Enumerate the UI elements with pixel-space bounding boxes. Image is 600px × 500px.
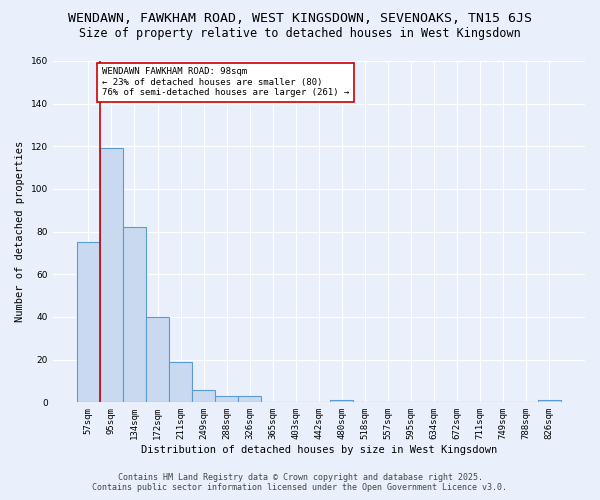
Text: WENDAWN FAWKHAM ROAD: 98sqm
← 23% of detached houses are smaller (80)
76% of sem: WENDAWN FAWKHAM ROAD: 98sqm ← 23% of det… [102, 68, 349, 97]
Bar [100, 148, 123, 402]
Bar [215, 396, 238, 402]
Text: WENDAWN, FAWKHAM ROAD, WEST KINGSDOWN, SEVENOAKS, TN15 6JS: WENDAWN, FAWKHAM ROAD, WEST KINGSDOWN, S… [68, 12, 532, 26]
X-axis label: Distribution of detached houses by size in West Kingsdown: Distribution of detached houses by size … [141, 445, 497, 455]
Bar [146, 317, 169, 402]
Bar [169, 362, 192, 403]
Bar [123, 228, 146, 402]
Text: Contains HM Land Registry data © Crown copyright and database right 2025.
Contai: Contains HM Land Registry data © Crown c… [92, 473, 508, 492]
Bar [331, 400, 353, 402]
Bar [192, 390, 215, 402]
Bar [538, 400, 561, 402]
Y-axis label: Number of detached properties: Number of detached properties [15, 141, 25, 322]
Bar [77, 242, 100, 402]
Text: Size of property relative to detached houses in West Kingsdown: Size of property relative to detached ho… [79, 28, 521, 40]
Bar [238, 396, 261, 402]
